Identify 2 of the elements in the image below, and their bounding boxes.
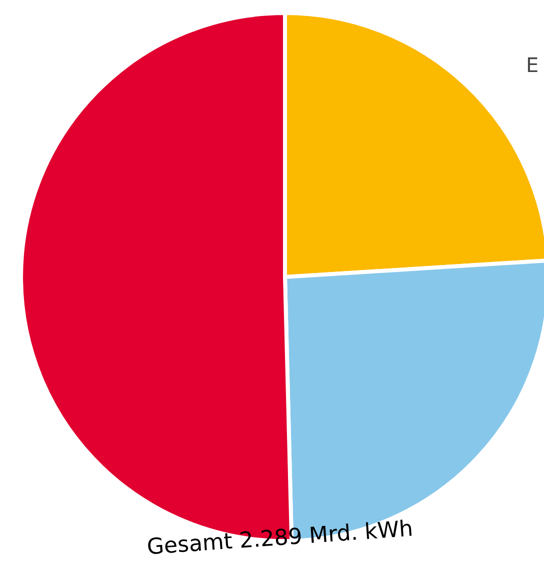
text: Gesamt 2.289 Mrd. kWh: [146, 516, 414, 560]
text: E: [526, 53, 539, 77]
